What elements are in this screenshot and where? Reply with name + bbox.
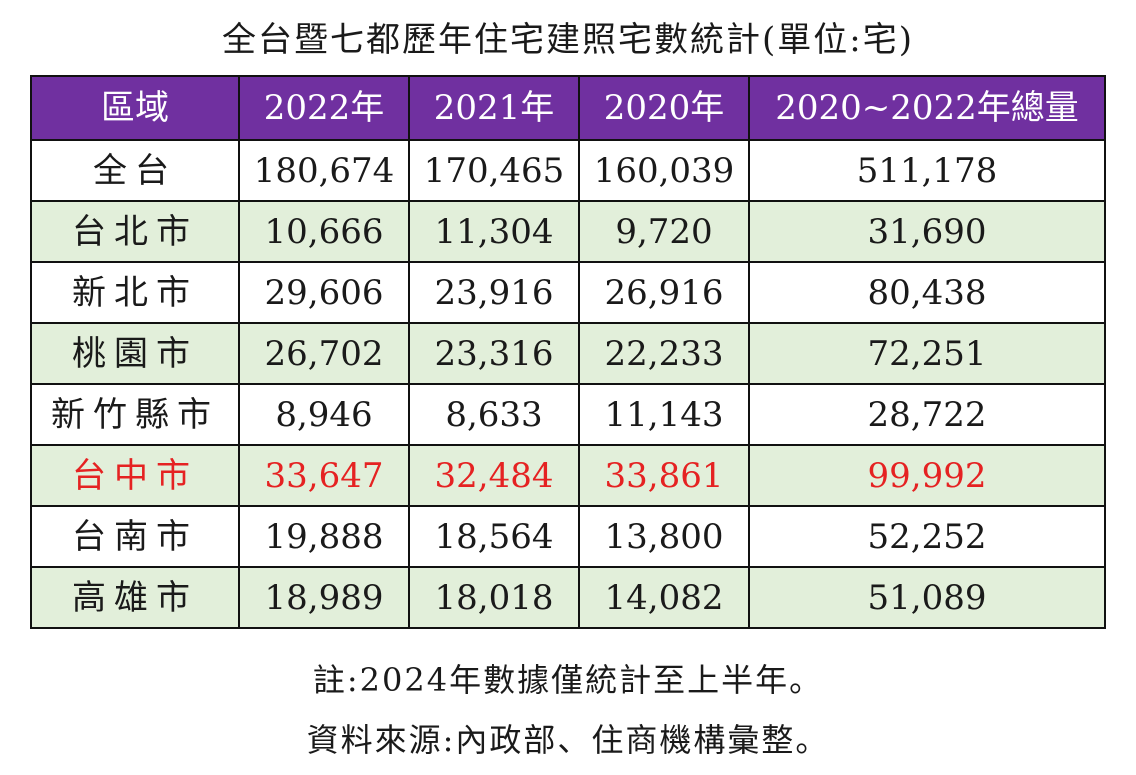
header-cell-total: 2020~2022年總量 [748,75,1106,141]
value-cell-2021: 11,304 [408,200,580,263]
value-cell-total: 51,089 [748,566,1106,629]
header-cell-region: 區域 [30,75,240,141]
value-cell-2021: 23,916 [408,261,580,324]
region-cell: 台南市 [30,505,240,568]
value-cell-2021: 18,564 [408,505,580,568]
value-cell-2021: 8,633 [408,383,580,446]
region-cell: 台北市 [30,200,240,263]
value-cell-2020: 160,039 [578,139,750,202]
value-cell-2021: 23,316 [408,322,580,385]
value-cell-total: 28,722 [748,383,1106,446]
header-cell-2020: 2020年 [578,75,750,141]
header-cell-2022: 2022年 [238,75,410,141]
header-cell-2021: 2021年 [408,75,580,141]
stats-table: 區域 2022年 2021年 2020年 2020~2022年總量 全台 180,… [30,75,1106,629]
value-cell-total: 511,178 [748,139,1106,202]
value-cell-2020: 14,082 [578,566,750,629]
value-cell-2020: 13,800 [578,505,750,568]
value-cell-2022: 19,888 [238,505,410,568]
footnote-source: 資料來源:內政部、住商機構彙整。 [306,721,830,759]
table-body: 全台 180,674 170,465 160,039 511,178 台北市 10,666 1… [30,139,1106,629]
table-row: 桃園市 26,702 23,316 22,233 72,251 [30,322,1106,385]
table-title: 全台暨七都歷年住宅建照宅數統計(單位:宅) [222,20,914,60]
value-cell-total: 99,992 [748,444,1106,507]
value-cell-2022: 33,647 [238,444,410,507]
footnote-period: 註:2024年數據僅統計至上半年。 [312,661,824,699]
value-cell-total: 52,252 [748,505,1106,568]
value-cell-2022: 26,702 [238,322,410,385]
value-cell-2022: 10,666 [238,200,410,263]
value-cell-2020: 26,916 [578,261,750,324]
table-row: 新竹縣市 8,946 8,633 11,143 28,722 [30,383,1106,446]
table-row: 高雄市 18,989 18,018 14,082 51,089 [30,566,1106,629]
value-cell-2020: 9,720 [578,200,750,263]
region-cell: 高雄市 [30,566,240,629]
value-cell-2022: 18,989 [238,566,410,629]
value-cell-2020: 33,861 [578,444,750,507]
table-row: 台南市 19,888 18,564 13,800 52,252 [30,505,1106,568]
value-cell-2021: 32,484 [408,444,580,507]
region-cell: 新北市 [30,261,240,324]
table-row: 全台 180,674 170,465 160,039 511,178 [30,139,1106,202]
region-cell: 新竹縣市 [30,383,240,446]
value-cell-total: 31,690 [748,200,1106,263]
header-row: 區域 2022年 2021年 2020年 2020~2022年總量 [30,75,1106,141]
region-cell: 台中市 [30,444,240,507]
value-cell-2022: 29,606 [238,261,410,324]
value-cell-total: 72,251 [748,322,1106,385]
region-cell: 桃園市 [30,322,240,385]
table-row: 台中市 33,647 32,484 33,861 99,992 [30,444,1106,507]
value-cell-2021: 170,465 [408,139,580,202]
value-cell-2020: 22,233 [578,322,750,385]
table-row: 台北市 10,666 11,304 9,720 31,690 [30,200,1106,263]
value-cell-2022: 180,674 [238,139,410,202]
region-cell: 全台 [30,139,240,202]
value-cell-2020: 11,143 [578,383,750,446]
value-cell-total: 80,438 [748,261,1106,324]
value-cell-2021: 18,018 [408,566,580,629]
table-row: 新北市 29,606 23,916 26,916 80,438 [30,261,1106,324]
value-cell-2022: 8,946 [238,383,410,446]
